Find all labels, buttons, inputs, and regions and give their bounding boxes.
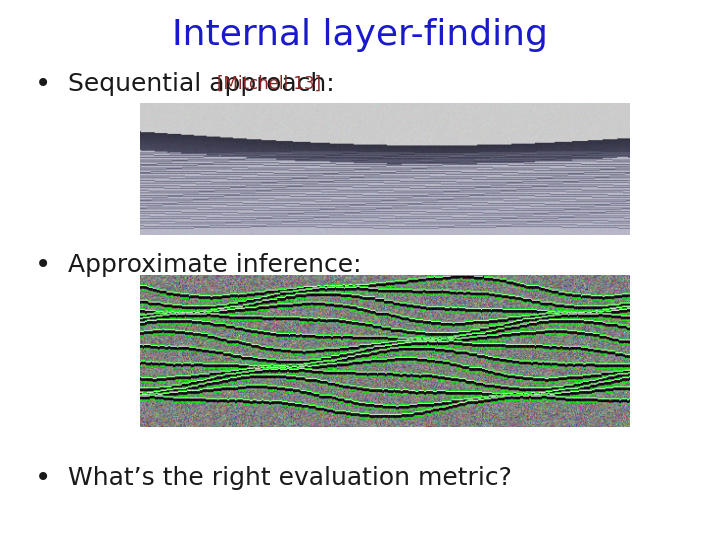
Text: Sequential approach:: Sequential approach: bbox=[68, 72, 343, 96]
Text: Internal layer-finding: Internal layer-finding bbox=[172, 18, 548, 52]
Text: •: • bbox=[35, 70, 51, 98]
Text: Approximate inference:: Approximate inference: bbox=[68, 253, 362, 276]
Text: •: • bbox=[35, 464, 51, 492]
Text: [Mitchell 13]: [Mitchell 13] bbox=[217, 75, 320, 93]
Text: •: • bbox=[35, 251, 51, 279]
Text: What’s the right evaluation metric?: What’s the right evaluation metric? bbox=[68, 466, 512, 490]
